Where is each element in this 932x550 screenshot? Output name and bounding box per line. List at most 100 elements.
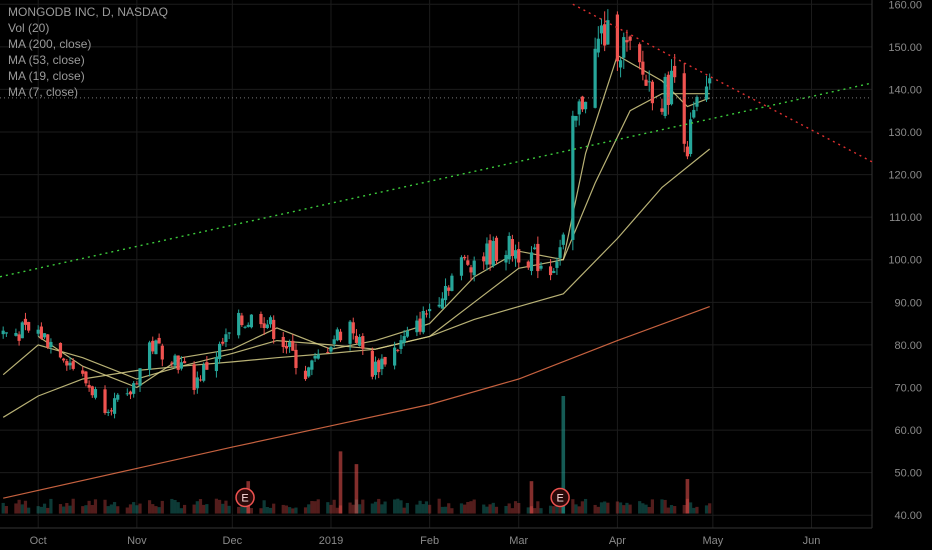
candle-body bbox=[329, 346, 333, 352]
candle-body bbox=[682, 73, 686, 144]
volume-bar bbox=[49, 498, 53, 514]
volume-bar bbox=[112, 502, 117, 514]
volume-bar bbox=[469, 501, 473, 514]
volume-bar bbox=[84, 505, 88, 514]
candle-body bbox=[23, 318, 28, 325]
candle-body bbox=[4, 332, 8, 334]
moving-average-line bbox=[3, 306, 710, 499]
volume-bar bbox=[555, 503, 559, 514]
legend-item-ma53: MA (53, close) bbox=[8, 53, 85, 67]
candle-body bbox=[666, 74, 670, 105]
candle-body bbox=[558, 247, 562, 258]
candle-body bbox=[593, 48, 597, 108]
candle-body bbox=[507, 235, 511, 260]
volume-bar bbox=[358, 504, 362, 514]
volume-bar bbox=[227, 505, 231, 514]
candle-body bbox=[338, 331, 343, 341]
volume-bar bbox=[402, 507, 406, 514]
volume-bar bbox=[533, 508, 537, 514]
candle-body bbox=[405, 330, 409, 337]
candle-body bbox=[84, 371, 88, 384]
volume-bar bbox=[517, 502, 521, 514]
volume-bar bbox=[615, 501, 620, 514]
candle-body bbox=[316, 354, 320, 359]
volume-bar bbox=[606, 502, 610, 514]
y-tick-label: 50.00 bbox=[894, 468, 922, 480]
candle-body bbox=[628, 36, 632, 41]
candle-body bbox=[482, 256, 486, 262]
volume-bar bbox=[644, 504, 648, 514]
volume-bar bbox=[695, 506, 699, 514]
candle-body bbox=[517, 249, 521, 263]
volume-bar bbox=[688, 502, 693, 514]
volume-bar bbox=[138, 503, 142, 514]
candle-body bbox=[641, 61, 645, 75]
candle-body bbox=[383, 356, 387, 365]
candle-body bbox=[221, 341, 225, 344]
candle-body bbox=[303, 370, 308, 380]
candle-body bbox=[46, 334, 50, 348]
volume-bar bbox=[81, 506, 85, 514]
candle-body bbox=[49, 341, 53, 348]
candle-body bbox=[170, 362, 174, 364]
volume-bar bbox=[428, 504, 432, 514]
volume-bar bbox=[504, 505, 508, 514]
candle-body bbox=[202, 364, 206, 381]
candle-body bbox=[176, 355, 180, 370]
x-tick-label: Jun bbox=[803, 535, 821, 547]
candle-body bbox=[179, 362, 184, 369]
candle-body bbox=[688, 119, 693, 154]
volume-bar bbox=[17, 499, 21, 514]
candle-body bbox=[396, 349, 400, 351]
volume-bar bbox=[147, 500, 152, 514]
candle-body bbox=[268, 317, 273, 325]
candle-body bbox=[539, 265, 543, 269]
candle-body bbox=[491, 241, 495, 266]
moving-average-line bbox=[2, 148, 711, 418]
volume-bar bbox=[571, 499, 575, 514]
volume-bar bbox=[93, 499, 98, 514]
volume-bar bbox=[303, 507, 308, 514]
volume-bar bbox=[202, 504, 206, 514]
volume-bar bbox=[647, 507, 651, 514]
candle-body bbox=[606, 20, 610, 45]
volume-bar bbox=[332, 499, 336, 514]
candle-body bbox=[463, 256, 467, 259]
volume-bar bbox=[151, 504, 155, 514]
candle-body bbox=[510, 239, 514, 256]
candle-body bbox=[377, 360, 381, 373]
volume-spike bbox=[338, 451, 343, 514]
volume-bar bbox=[418, 500, 422, 514]
candle-body bbox=[214, 357, 219, 372]
volume-bar bbox=[281, 504, 285, 514]
candle-body bbox=[1, 330, 5, 335]
candle-body bbox=[647, 81, 651, 83]
earnings-marker-label: E bbox=[556, 493, 563, 505]
candle-body bbox=[42, 333, 47, 338]
candle-body bbox=[660, 108, 664, 112]
volume-bar bbox=[125, 507, 129, 514]
candle-body bbox=[27, 321, 31, 331]
candle-body bbox=[93, 389, 98, 398]
candle-body bbox=[294, 349, 298, 369]
volume-bar bbox=[424, 501, 429, 514]
candle-body bbox=[151, 340, 155, 352]
candle-body bbox=[450, 275, 454, 291]
candle-body bbox=[237, 312, 241, 336]
candle-body bbox=[291, 340, 295, 351]
volume-bar bbox=[440, 506, 444, 514]
candle-body bbox=[548, 266, 553, 276]
volume-bar bbox=[42, 503, 47, 514]
candle-body bbox=[428, 309, 432, 312]
candle-body bbox=[440, 298, 444, 309]
candle-body bbox=[147, 342, 152, 370]
volume-bar bbox=[176, 502, 180, 514]
candle-body bbox=[157, 337, 161, 344]
candle-body bbox=[17, 334, 21, 341]
candle-body bbox=[615, 14, 620, 62]
y-tick-label: 40.00 bbox=[894, 510, 922, 522]
volume-bar bbox=[307, 504, 311, 514]
volume-bar bbox=[622, 505, 626, 514]
moving-average-line bbox=[37, 54, 710, 389]
